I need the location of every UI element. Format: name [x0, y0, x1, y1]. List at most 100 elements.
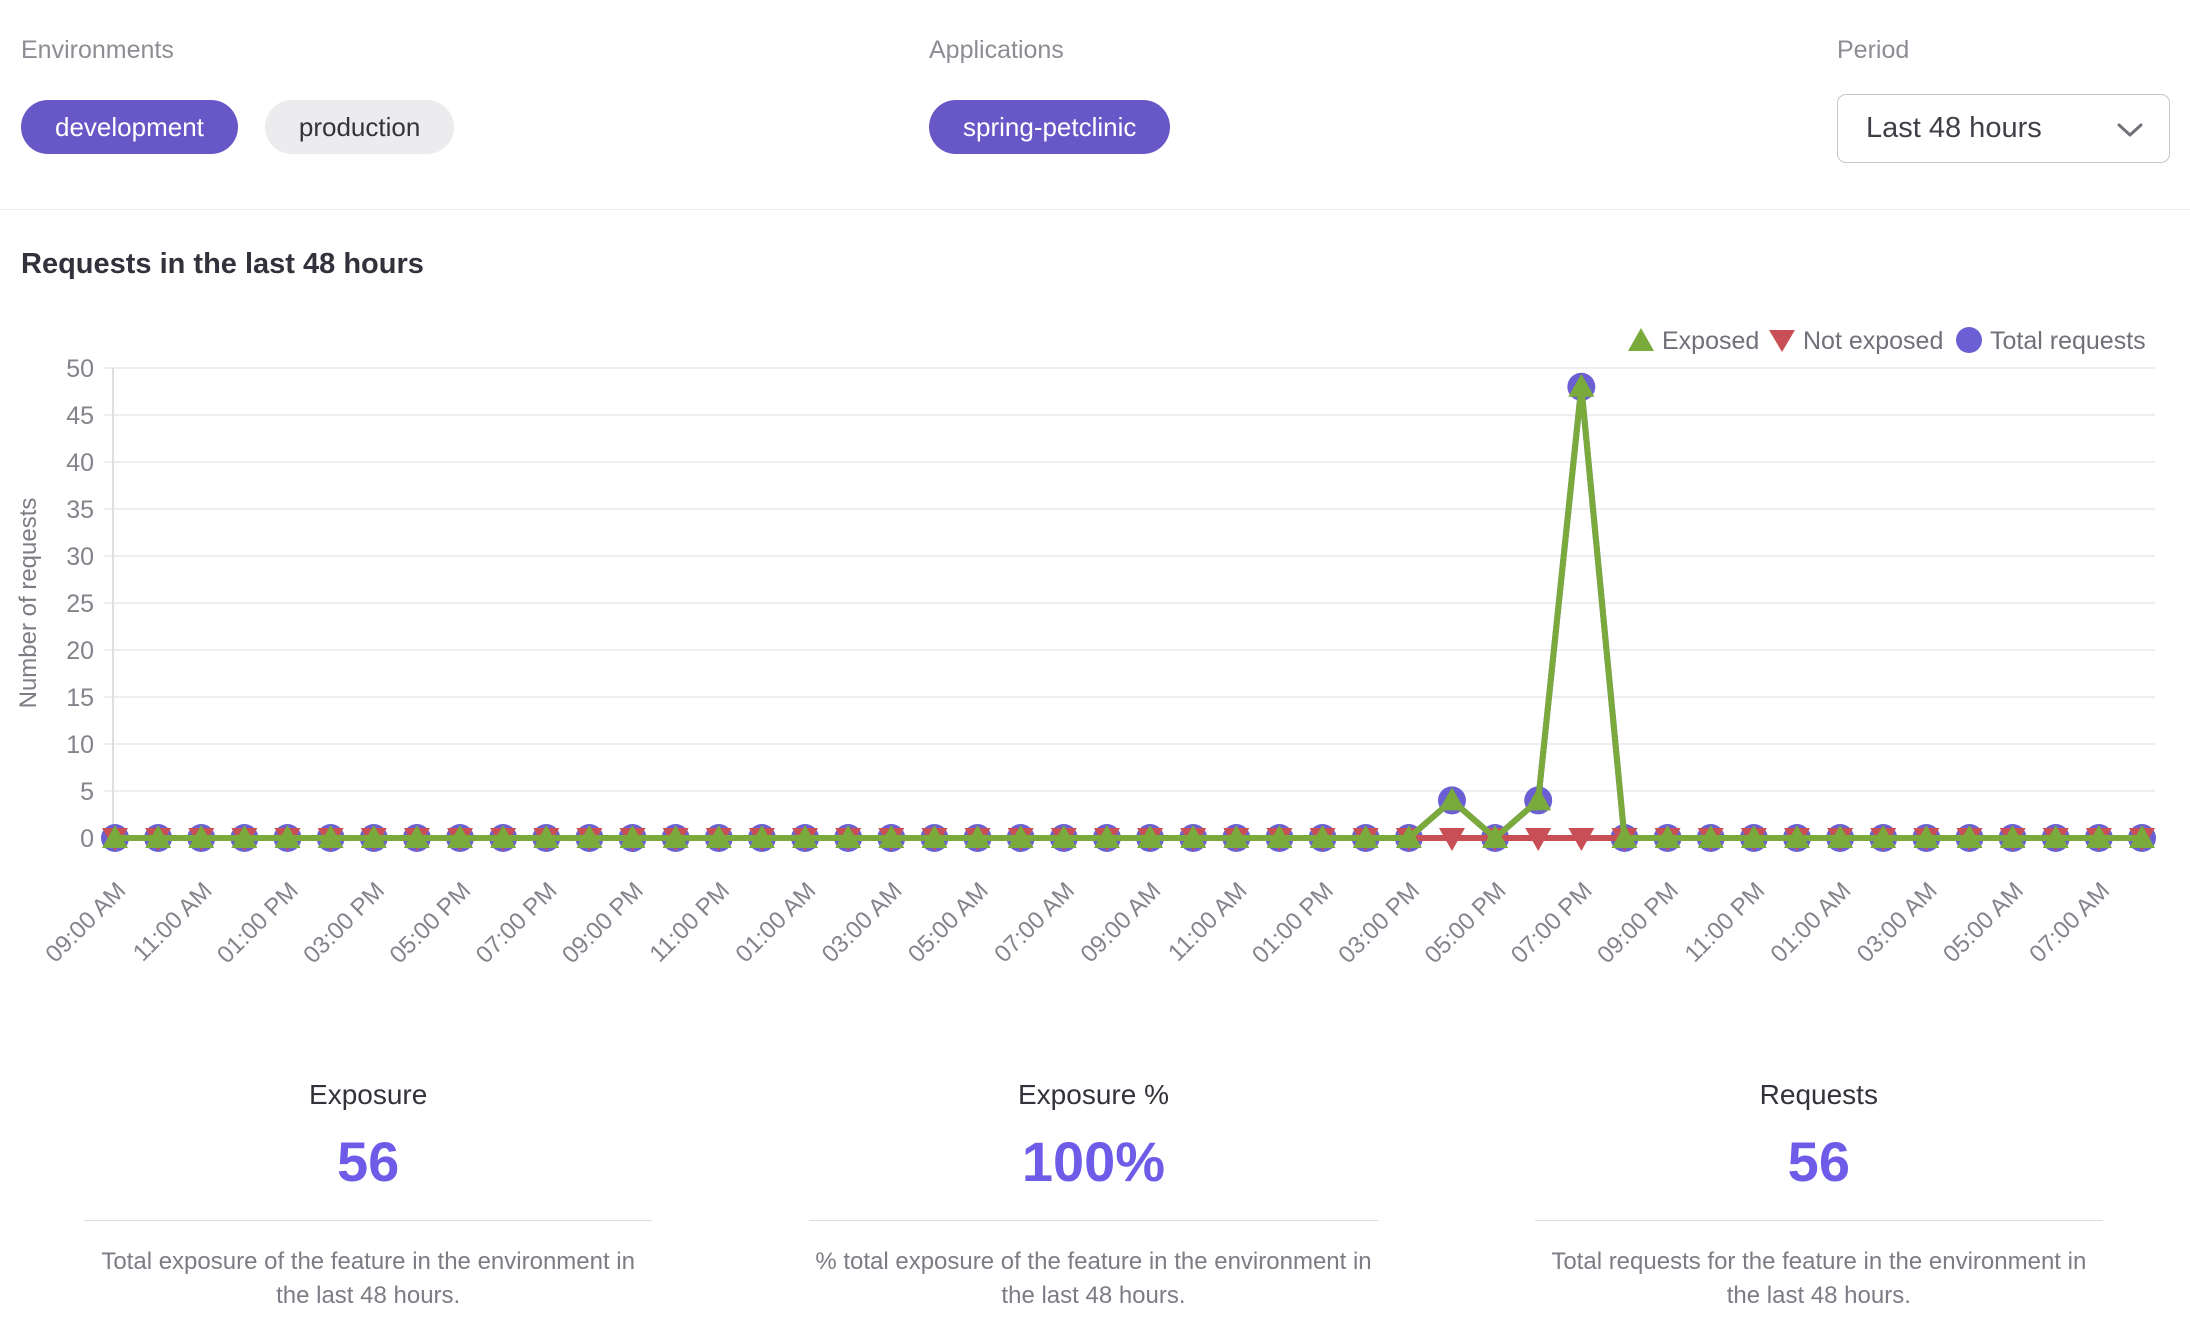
exposed-point: [403, 825, 430, 848]
y-axis-title: Number of requests: [15, 498, 42, 709]
application-pill-spring-petclinic[interactable]: spring-petclinic: [929, 100, 1171, 154]
exposed-point: [2129, 825, 2155, 848]
exposed-point: [1740, 825, 1767, 848]
x-tick-label: 09:00 AM: [40, 877, 131, 968]
not-exposed-point: [1438, 828, 1465, 851]
x-tick-label: 07:00 AM: [2024, 877, 2115, 968]
environments-pill-row: development production: [21, 100, 455, 154]
x-tick-label: 09:00 PM: [1592, 877, 1684, 969]
applications-label: Applications: [929, 36, 1064, 64]
x-tick-label: 03:00 AM: [817, 877, 908, 968]
exposed-point: [835, 825, 862, 848]
exposed-point: [792, 825, 819, 848]
exposed-point: [748, 825, 775, 848]
exposed-point: [1697, 825, 1724, 848]
exposed-point: [1050, 825, 1077, 848]
y-tick-label: 45: [66, 402, 94, 430]
stat-value: 100%: [1021, 1130, 1166, 1193]
x-tick-label: 03:00 PM: [1333, 877, 1425, 969]
exposed-point: [145, 825, 172, 848]
x-tick-label: 07:00 PM: [1506, 877, 1598, 969]
period-label: Period: [1837, 36, 1910, 64]
exposed-point: [360, 825, 387, 848]
x-tick-label: 03:00 AM: [1852, 877, 1943, 968]
environments-filter: Environments development production: [21, 36, 455, 154]
y-tick-label: 50: [66, 355, 94, 383]
not-exposed-point: [1525, 828, 1552, 851]
x-tick-label: 05:00 AM: [1938, 877, 2029, 968]
chart-title: Requests in the last 48 hours: [21, 248, 424, 280]
y-tick-label: 25: [66, 590, 94, 618]
period-select-value: Last 48 hours: [1866, 112, 2042, 144]
exposed-point: [102, 825, 128, 848]
exposed-point: [1654, 825, 1681, 848]
x-tick-label: 11:00 AM: [128, 877, 218, 967]
exposed-point: [1999, 825, 2026, 848]
exposed-point: [447, 825, 474, 848]
x-tick-label: 05:00 AM: [903, 877, 994, 968]
stat-title: Exposure: [309, 1079, 428, 1110]
x-tick-label: 09:00 PM: [557, 877, 649, 969]
exposed-point: [188, 825, 215, 848]
exposed-point: [705, 825, 732, 848]
y-tick-label: 35: [66, 496, 94, 524]
period-select[interactable]: Last 48 hours: [1837, 94, 2170, 163]
x-tick-label: 11:00 PM: [1680, 877, 1770, 967]
chevron-down-icon: [2117, 123, 2143, 142]
stat-title: Exposure %: [1018, 1079, 1169, 1110]
legend-item-not-exposed[interactable]: Not exposed: [1769, 327, 1943, 355]
stat-value: 56: [1787, 1130, 1850, 1193]
x-tick-label: 07:00 AM: [989, 877, 1080, 968]
stat-divider: [1534, 1220, 2103, 1221]
legend-item-exposed[interactable]: Exposed: [1628, 327, 1759, 355]
stat-card-requests: Requests 56 Total requests for the featu…: [1534, 1078, 2103, 1313]
stat-description: Total requests for the feature in the en…: [1551, 1248, 2087, 1309]
exposed-point: [1137, 825, 1164, 848]
exposed-point: [317, 825, 344, 848]
stat-divider: [809, 1220, 1378, 1221]
environment-pill-development[interactable]: development: [21, 100, 238, 154]
y-tick-label: 40: [66, 449, 94, 477]
exposed-point: [662, 825, 689, 848]
exposed-point: [1266, 825, 1293, 848]
environment-pill-production[interactable]: production: [264, 100, 455, 154]
exposed-point: [1395, 825, 1422, 848]
exposed-point: [1007, 825, 1034, 848]
stats-row: Exposure 56 Total exposure of the featur…: [84, 1078, 2103, 1313]
x-tick-label: 11:00 PM: [645, 877, 735, 967]
exposed-point: [878, 825, 905, 848]
exposed-point: [533, 825, 560, 848]
exposed-point: [1309, 825, 1336, 848]
stat-card-exposure-percent: Exposure % 100% % total exposure of the …: [809, 1078, 1378, 1313]
legend-label: Exposed: [1662, 327, 1759, 355]
y-tick-label: 30: [66, 543, 94, 571]
exposed-point: [1223, 825, 1250, 848]
exposed-point: [576, 825, 603, 848]
x-tick-label: 01:00 AM: [730, 877, 821, 968]
applications-pill-row: spring-petclinic: [929, 100, 1171, 154]
exposed-point: [1482, 825, 1509, 848]
y-tick-label: 15: [66, 684, 94, 712]
exposed-point: [2085, 825, 2112, 848]
stat-title: Requests: [1759, 1079, 1878, 1110]
exposed-point: [1783, 825, 1810, 848]
exposed-point: [619, 825, 646, 848]
legend-item-total-requests[interactable]: Total requests: [1956, 327, 2146, 355]
exposed-point: [1913, 825, 1940, 848]
x-tick-label: 11:00 AM: [1163, 877, 1253, 967]
exposed-point: [921, 825, 948, 848]
exposed-point: [274, 825, 301, 848]
x-tick-label: 01:00 PM: [212, 877, 304, 969]
exposed-point: [1956, 825, 1983, 848]
exposed-point: [2042, 825, 2069, 848]
exposed-point: [1352, 825, 1379, 848]
legend-label: Not exposed: [1803, 327, 1943, 355]
exposed-point: [1827, 825, 1854, 848]
exposed-point: [1525, 787, 1552, 811]
exposed-point: [1093, 825, 1120, 848]
x-tick-label: 07:00 PM: [471, 877, 563, 969]
triangle-down-icon: [1769, 330, 1795, 352]
x-tick-label: 09:00 AM: [1076, 877, 1167, 968]
y-tick-label: 0: [80, 825, 94, 853]
